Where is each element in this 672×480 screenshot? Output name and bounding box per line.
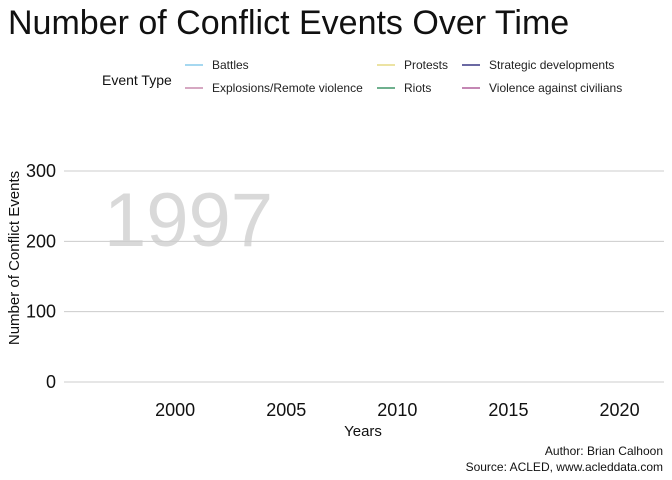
legend-title: Event Type [102,72,172,88]
x-axis-label: Years [344,423,382,440]
x-tick-label: 2005 [266,400,306,420]
y-axis-label: Number of Conflict Events [6,171,23,345]
chart-title: Number of Conflict Events Over Time [8,4,569,42]
x-tick-label: 2020 [600,400,640,420]
legend-entry: Violence against civilians [462,81,622,95]
legend-entry: Explosions/Remote violence [185,81,363,95]
legend-label: Violence against civilians [489,81,622,95]
legend-label: Battles [212,58,249,72]
caption-source: Source: ACLED, www.acleddata.com [466,460,663,474]
y-axis-ticks: 0 100 200 300 [26,161,56,392]
gridlines [64,170,664,383]
legend-entry: Protests [377,58,448,72]
legend-label: Riots [404,81,431,95]
legend-entry: Riots [377,81,431,95]
x-axis-ticks: 2000 2005 2010 2015 2020 [155,400,639,420]
y-tick-label: 300 [26,161,56,181]
legend-label: Protests [404,58,448,72]
frame-year-label: 1997 [104,178,273,263]
caption-author: Author: Brian Calhoon [545,444,663,458]
x-tick-label: 2015 [488,400,528,420]
y-tick-label: 200 [26,231,56,251]
x-tick-label: 2010 [377,400,417,420]
y-tick-label: 0 [46,372,56,392]
legend-label: Strategic developments [489,58,614,72]
legend-label: Explosions/Remote violence [212,81,363,95]
legend-entry: Strategic developments [462,58,614,72]
legend: Event Type Battles Explosions/Remote viol… [102,58,622,95]
legend-entry: Battles [185,58,249,72]
x-tick-label: 2000 [155,400,195,420]
y-tick-label: 100 [26,302,56,322]
